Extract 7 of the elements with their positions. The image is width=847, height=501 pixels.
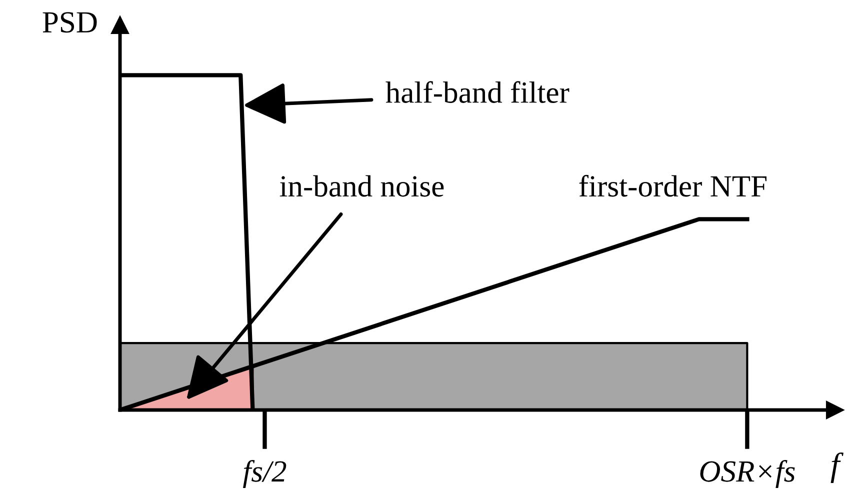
series-label: first-order NTF [579, 174, 766, 197]
legend-label: half-band filter [386, 81, 570, 103]
x-axis-title: f [830, 452, 844, 484]
y-axis-title: PSD [42, 12, 97, 33]
x-tick-label: fs/2 [243, 460, 286, 488]
text: in-band noise [280, 175, 444, 197]
x-tick-label: OSR×fs [700, 460, 795, 488]
